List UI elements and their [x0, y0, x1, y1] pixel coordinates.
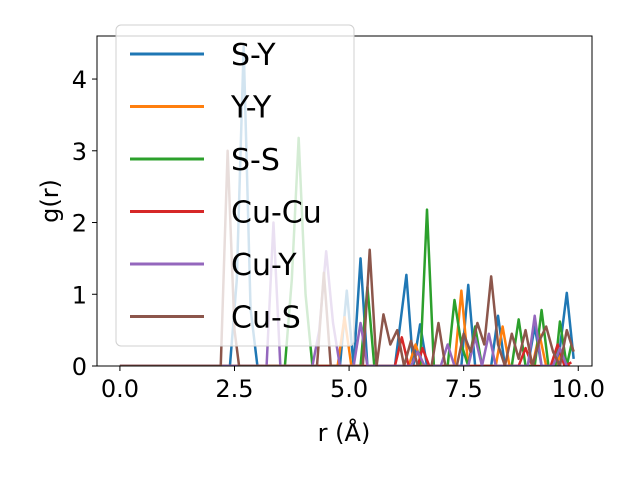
legend-label-s-s: S-S [231, 143, 280, 178]
legend-label-cu-y: Cu-Y [231, 248, 297, 283]
x-axis: 0.0 2.5 5.0 7.5 10.0 [101, 366, 605, 403]
y-tick-label: 0 [72, 353, 87, 381]
x-tick-label: 0.0 [101, 375, 139, 403]
y-tick-label: 4 [72, 66, 87, 94]
y-tick-label: 2 [72, 210, 87, 238]
legend-label-y-y: Y-Y [230, 91, 272, 126]
y-tick-label: 3 [72, 138, 87, 166]
legend-label-cu-cu: Cu-Cu [231, 196, 322, 231]
y-axis: 0 1 2 3 4 [72, 66, 97, 381]
series-line-cu-cu [119, 336, 572, 366]
legend-label-s-y: S-Y [231, 38, 276, 73]
y-axis-label: g(r) [36, 179, 64, 223]
x-tick-label: 2.5 [215, 375, 253, 403]
legend-label-cu-s: Cu-S [231, 301, 301, 336]
x-tick-label: 7.5 [445, 375, 483, 403]
x-tick-label: 10.0 [552, 375, 605, 403]
legend: S-Y Y-Y S-S Cu-Cu Cu-Y Cu-S [115, 24, 355, 347]
y-tick-label: 1 [72, 281, 87, 309]
legend-box [115, 24, 355, 347]
x-tick-label: 5.0 [330, 375, 368, 403]
x-axis-label: r (Å) [318, 418, 371, 447]
